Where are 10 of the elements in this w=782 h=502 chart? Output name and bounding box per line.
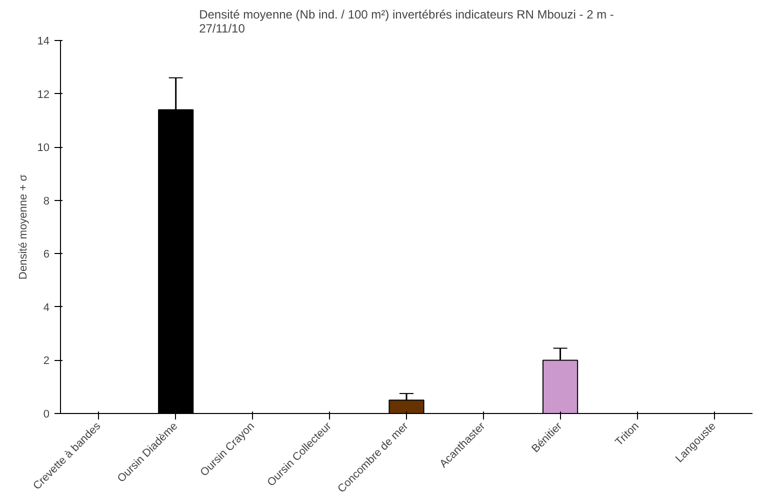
y-axis-title: Densité moyenne + σ [17,174,30,280]
y-tick-label: 6 [43,248,50,261]
y-tick-label: 4 [43,302,50,314]
y-tick-label: 12 [37,88,50,101]
y-tick-label: 2 [43,355,50,368]
chart-title: Densité moyenne (Nb ind. / 100 m²) invertébrés indicateurs RN Mbouzi - 2 m - 27/11/10 [199,8,614,36]
y-tick-label: 8 [43,195,50,208]
y-tick-label: 0 [43,408,50,420]
y-tick-label: 14 [37,36,50,48]
y-tick-label: 10 [37,142,50,154]
